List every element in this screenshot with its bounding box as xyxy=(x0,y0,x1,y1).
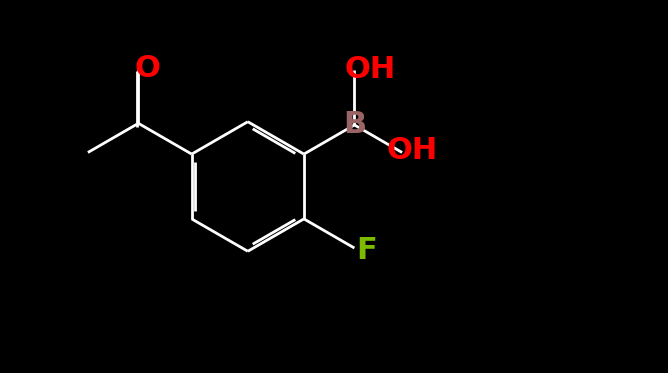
Text: F: F xyxy=(356,235,377,264)
Text: B: B xyxy=(343,110,366,140)
Text: OH: OH xyxy=(344,55,395,84)
Text: OH: OH xyxy=(387,136,438,165)
Text: O: O xyxy=(134,54,160,83)
